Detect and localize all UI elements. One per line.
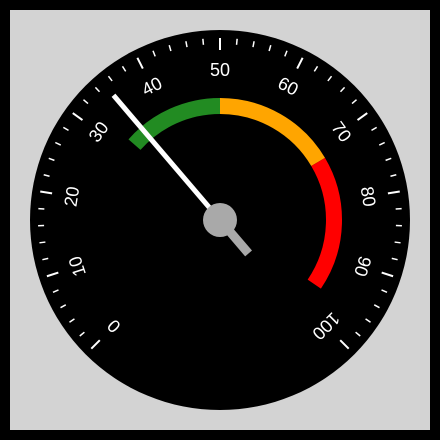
minor-tick: [152, 50, 156, 57]
minor-tick: [390, 174, 397, 177]
major-tick: [136, 57, 144, 69]
gauge-band-1: [219, 98, 326, 167]
minor-tick: [351, 99, 358, 105]
minor-tick: [378, 141, 385, 146]
minor-tick: [52, 289, 59, 293]
minor-tick: [62, 126, 69, 132]
major-tick: [40, 190, 53, 195]
minor-tick: [252, 41, 255, 48]
minor-tick: [82, 99, 89, 105]
minor-tick: [268, 45, 272, 52]
minor-tick: [381, 289, 388, 293]
minor-tick: [355, 331, 361, 337]
major-tick: [46, 271, 59, 278]
tick-label-20: 20: [60, 185, 83, 208]
minor-tick: [60, 304, 67, 309]
major-tick: [339, 339, 350, 350]
gauge-band-2: [307, 157, 342, 289]
minor-tick: [202, 38, 205, 45]
gauge-hub: [203, 203, 237, 237]
major-tick: [356, 112, 368, 121]
minor-tick: [394, 241, 401, 244]
gauge-ticks: [38, 38, 402, 350]
minor-tick: [69, 318, 75, 323]
minor-tick: [385, 157, 392, 162]
tick-label-80: 80: [357, 185, 380, 208]
minor-tick: [365, 318, 371, 323]
minor-tick: [48, 157, 55, 162]
minor-tick: [373, 304, 380, 309]
major-tick: [296, 57, 304, 69]
gauge-band-0: [128, 98, 221, 151]
major-tick: [387, 190, 400, 195]
minor-tick: [121, 65, 127, 72]
minor-tick: [94, 86, 101, 93]
minor-tick: [313, 65, 319, 72]
minor-tick: [107, 75, 113, 82]
minor-tick: [327, 75, 333, 82]
minor-tick: [39, 241, 46, 244]
gauge-bands: [128, 98, 342, 289]
minor-tick: [42, 257, 49, 261]
minor-tick: [43, 174, 50, 177]
minor-tick: [185, 41, 188, 48]
minor-tick: [391, 257, 398, 261]
gauge-needle: [111, 93, 222, 222]
minor-tick: [168, 45, 172, 52]
major-tick: [381, 271, 394, 278]
minor-tick: [55, 141, 62, 146]
major-tick: [90, 339, 101, 350]
tick-label-50: 50: [210, 60, 230, 80]
major-tick: [72, 112, 84, 121]
minor-tick: [371, 126, 378, 132]
minor-tick: [79, 331, 85, 337]
minor-tick: [284, 50, 288, 57]
minor-tick: [339, 86, 346, 93]
gauge-needle-group: [111, 93, 252, 257]
minor-tick: [235, 38, 238, 45]
